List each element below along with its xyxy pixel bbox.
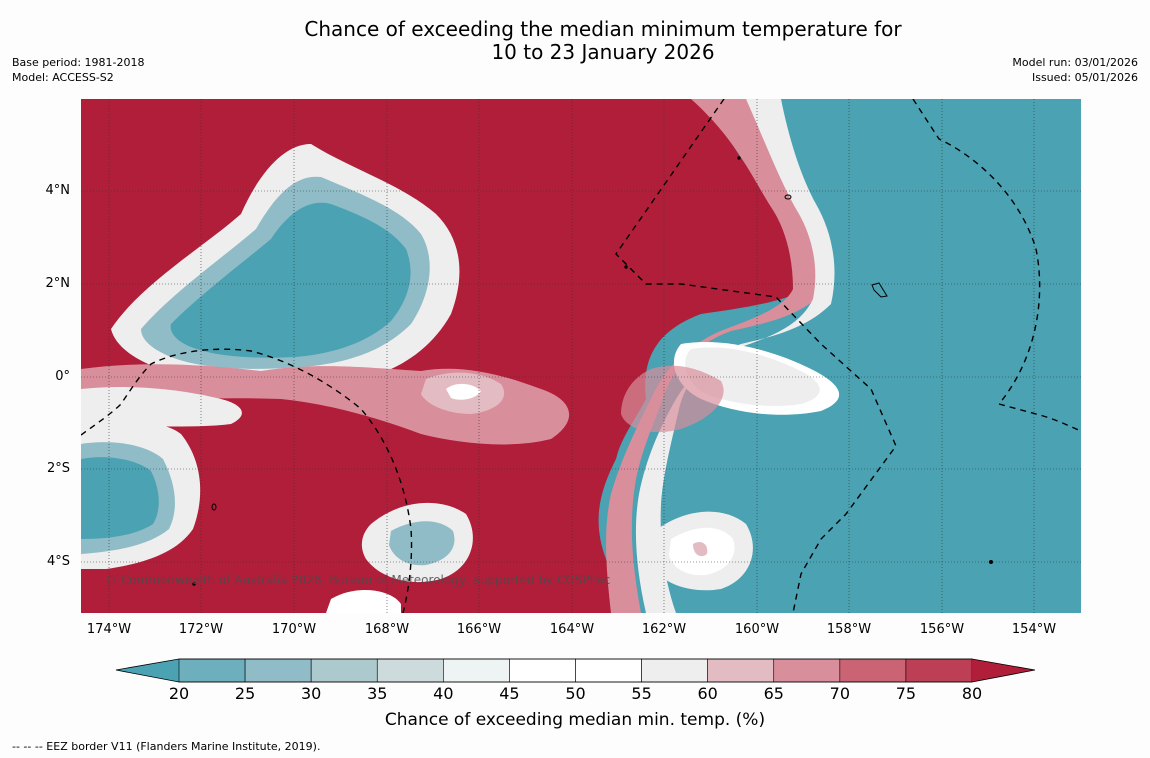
equatorial-band-west bbox=[81, 364, 570, 445]
lon-label-164w: 164°W bbox=[549, 622, 595, 637]
colorbar bbox=[115, 658, 1036, 683]
colorbar-tick-label: 25 bbox=[234, 684, 256, 703]
lat-label-4s: 4°S bbox=[46, 554, 70, 569]
low-probability-patch-south bbox=[326, 502, 473, 613]
lat-label-2n: 2°N bbox=[45, 276, 71, 291]
lat-label-2s: 2°S bbox=[46, 461, 70, 476]
colorbar-swatch bbox=[707, 658, 775, 683]
lon-label-154w: 154°W bbox=[1011, 622, 1057, 637]
lon-label-168w: 168°W bbox=[364, 622, 410, 637]
colorbar-tick-label: 60 bbox=[697, 684, 718, 703]
copyright-notice: © Commonwealth of Australia 2026, Bureau… bbox=[105, 573, 611, 587]
low-probability-region-northwest bbox=[111, 144, 460, 387]
low-probability-patch-southeast bbox=[651, 511, 753, 591]
colorbar-tick-label: 35 bbox=[367, 684, 388, 703]
colorbar-tick-label: 20 bbox=[168, 684, 190, 703]
meta-right: Model run: 03/01/2026 Issued: 05/01/2026 bbox=[1012, 55, 1138, 85]
title-line-1: Chance of exceeding the median minimum t… bbox=[304, 17, 902, 41]
colorbar-swatch bbox=[178, 658, 246, 683]
colorbar-tick-label: 65 bbox=[763, 684, 784, 703]
colorbar-swatch bbox=[575, 658, 642, 683]
lon-label-172w: 172°W bbox=[178, 622, 224, 637]
colorbar-tick-label: 75 bbox=[895, 684, 917, 703]
base-period: Base period: 1981-2018 bbox=[12, 56, 145, 69]
lon-label-162w: 162°W bbox=[641, 622, 687, 637]
islands bbox=[192, 156, 993, 586]
meta-left: Base period: 1981-2018 Model: ACCESS-S2 bbox=[12, 55, 144, 85]
colorbar-swatch bbox=[839, 658, 907, 683]
lon-label-158w: 158°W bbox=[826, 622, 872, 637]
colorbar-tick-label: 50 bbox=[565, 684, 586, 703]
colorbar-tick-label: 30 bbox=[300, 684, 322, 703]
colorbar-swatch bbox=[905, 658, 973, 683]
colorbar-swatch bbox=[641, 658, 708, 683]
colorbar-tick-label: 55 bbox=[631, 684, 652, 703]
lon-label-174w: 174°W bbox=[86, 622, 132, 637]
colorbar-swatch bbox=[376, 658, 444, 683]
colorbar-tick-label: 40 bbox=[433, 684, 454, 703]
colorbar-extend-high bbox=[972, 659, 1035, 682]
colorbar-label: Chance of exceeding median min. temp. (%… bbox=[384, 710, 766, 730]
model-run: Model run: 03/01/2026 bbox=[1012, 56, 1138, 69]
colorbar-swatch bbox=[443, 658, 510, 683]
low-probability-region-southwest bbox=[81, 421, 201, 569]
chart-title: Chance of exceeding the median minimum t… bbox=[0, 18, 1150, 64]
colorbar-tick-label: 45 bbox=[499, 684, 520, 703]
colorbar-tick-label: 80 bbox=[961, 684, 983, 703]
title-line-2: 10 to 23 January 2026 bbox=[491, 40, 715, 64]
eez-legend: -- -- -- EEZ border V11 (Flanders Marine… bbox=[12, 740, 321, 753]
equatorial-tongue bbox=[621, 341, 840, 433]
probability-field bbox=[81, 99, 1081, 613]
lon-label-170w: 170°W bbox=[271, 622, 317, 637]
issued-date: Issued: 05/01/2026 bbox=[1031, 71, 1138, 84]
colorbar-swatch bbox=[310, 658, 378, 683]
colorbar-swatch bbox=[773, 658, 841, 683]
lon-label-166w: 166°W bbox=[456, 622, 502, 637]
colorbar-extend-low bbox=[116, 659, 179, 682]
lat-label-4n: 4°N bbox=[45, 183, 71, 198]
colorbar-tick-label: 70 bbox=[829, 684, 850, 703]
map-panel: © Commonwealth of Australia 2026, Bureau… bbox=[81, 99, 1081, 613]
lat-label-0: 0° bbox=[55, 369, 70, 384]
lon-label-160w: 160°W bbox=[734, 622, 780, 637]
lon-label-156w: 156°W bbox=[919, 622, 965, 637]
colorbar-swatch bbox=[244, 658, 312, 683]
model-name: Model: ACCESS-S2 bbox=[12, 71, 114, 84]
eez-borders bbox=[81, 99, 1081, 613]
colorbar-swatch bbox=[509, 658, 576, 683]
